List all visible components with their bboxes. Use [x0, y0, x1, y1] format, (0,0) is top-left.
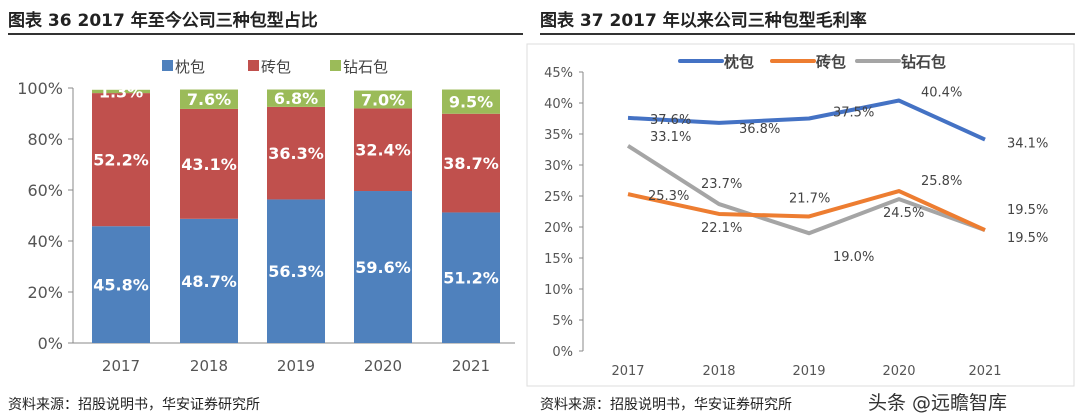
- bar-枕包: [92, 226, 150, 343]
- x-tick-label: 2017: [102, 357, 140, 375]
- y-tick-label: 10%: [544, 283, 573, 298]
- bar-label: 45.8%: [93, 276, 149, 295]
- watermark: 头条 @远瞻智库: [868, 392, 1008, 414]
- bar-钻石包: [92, 89, 150, 94]
- data-label: 34.1%: [1007, 137, 1048, 152]
- left-chart-title: 图表 36 2017 年至今公司三种包型占比: [8, 11, 318, 31]
- legend-label: 枕包: [175, 58, 205, 76]
- chart-border: [526, 43, 1075, 387]
- y-tick-label: 20%: [544, 221, 573, 236]
- left-source-note: 资料来源：招股说明书，华安证券研究所: [8, 397, 260, 413]
- x-tick-label: 2020: [882, 364, 915, 379]
- bar-钻石包: [180, 89, 238, 109]
- y-tick-label: 0%: [38, 334, 63, 353]
- left-title-rule: [8, 33, 523, 35]
- legend-label: 砖包: [816, 53, 846, 71]
- bar-砖包: [180, 108, 238, 219]
- data-label: 22.1%: [701, 221, 742, 236]
- y-tick-label: 80%: [27, 130, 63, 149]
- data-label: 21.7%: [789, 191, 830, 206]
- bar-钻石包: [442, 89, 500, 114]
- y-tick-label: 40%: [544, 97, 573, 112]
- data-label: 37.6%: [650, 113, 691, 128]
- bar-钻石包: [267, 89, 325, 107]
- x-tick-label: 2017: [611, 364, 644, 379]
- data-label: 37.5%: [833, 106, 874, 121]
- legend-swatch: [330, 60, 341, 71]
- bar-label: 59.6%: [355, 258, 411, 277]
- data-label: 40.4%: [921, 86, 962, 101]
- data-label: 25.3%: [648, 189, 689, 204]
- bar-label: 6.8%: [274, 89, 318, 108]
- bar-砖包: [442, 113, 500, 213]
- data-label: 19.5%: [1007, 203, 1048, 218]
- y-tick-label: 45%: [544, 66, 573, 81]
- y-tick-label: 35%: [544, 128, 573, 143]
- bar-label: 1.3%: [99, 82, 143, 101]
- right-chart-title: 图表 37 2017 年以来公司三种包型毛利率: [540, 11, 867, 31]
- data-label: 19.0%: [833, 250, 874, 265]
- bar-label: 56.3%: [268, 262, 324, 281]
- bar-枕包: [267, 199, 325, 343]
- data-label: 33.1%: [650, 130, 691, 145]
- bar-label: 9.5%: [449, 93, 493, 112]
- x-tick-label: 2019: [792, 364, 825, 379]
- line-砖包: [627, 189, 986, 232]
- x-tick-label: 2018: [190, 357, 228, 375]
- data-label: 19.5%: [1007, 231, 1048, 246]
- data-label: 23.7%: [701, 177, 742, 192]
- legend-label: 钻石包: [901, 53, 946, 71]
- y-tick-label: 60%: [27, 181, 63, 200]
- legend-label: 砖包: [261, 58, 291, 76]
- legend-label: 钻石包: [343, 58, 388, 76]
- x-tick-label: 2019: [277, 357, 315, 375]
- bar-label: 38.7%: [443, 154, 499, 173]
- y-tick-label: 40%: [27, 232, 63, 251]
- legend-label: 枕包: [724, 53, 754, 71]
- bar-label: 43.1%: [181, 155, 237, 174]
- bar-钻石包: [354, 90, 412, 109]
- y-tick-label: 15%: [544, 252, 573, 267]
- bar-砖包: [267, 106, 325, 200]
- x-tick-label: 2020: [364, 357, 402, 375]
- legend-swatch: [248, 60, 259, 71]
- bar-砖包: [92, 93, 150, 227]
- legend-swatch: [162, 60, 173, 71]
- bar-label: 7.0%: [361, 90, 405, 109]
- line-枕包: [627, 98, 986, 142]
- bar-label: 48.7%: [181, 272, 237, 291]
- bar-枕包: [354, 191, 412, 343]
- bar-label: 7.6%: [187, 90, 231, 109]
- line-钻石包: [626, 144, 986, 236]
- bar-砖包: [354, 108, 412, 192]
- data-label: 25.8%: [921, 174, 962, 189]
- bar-label: 52.2%: [93, 151, 149, 170]
- right-source-note: 资料来源：招股说明书，华安证券研究所: [540, 397, 792, 413]
- x-tick-label: 2021: [452, 357, 490, 375]
- bar-label: 51.2%: [443, 269, 499, 288]
- bar-枕包: [442, 212, 500, 343]
- data-label: 36.8%: [739, 122, 780, 137]
- bar-枕包: [180, 218, 238, 343]
- y-tick-label: 25%: [544, 190, 573, 205]
- y-tick-label: 100%: [17, 79, 63, 98]
- y-tick-label: 30%: [544, 159, 573, 174]
- x-tick-label: 2021: [968, 364, 1001, 379]
- bar-label: 32.4%: [355, 141, 411, 160]
- right-title-rule: [540, 33, 1075, 35]
- x-tick-label: 2018: [702, 364, 735, 379]
- y-tick-label: 5%: [552, 314, 573, 329]
- bar-label: 36.3%: [268, 144, 324, 163]
- y-tick-label: 0%: [552, 345, 573, 360]
- y-tick-label: 20%: [27, 283, 63, 302]
- data-label: 24.5%: [883, 206, 924, 221]
